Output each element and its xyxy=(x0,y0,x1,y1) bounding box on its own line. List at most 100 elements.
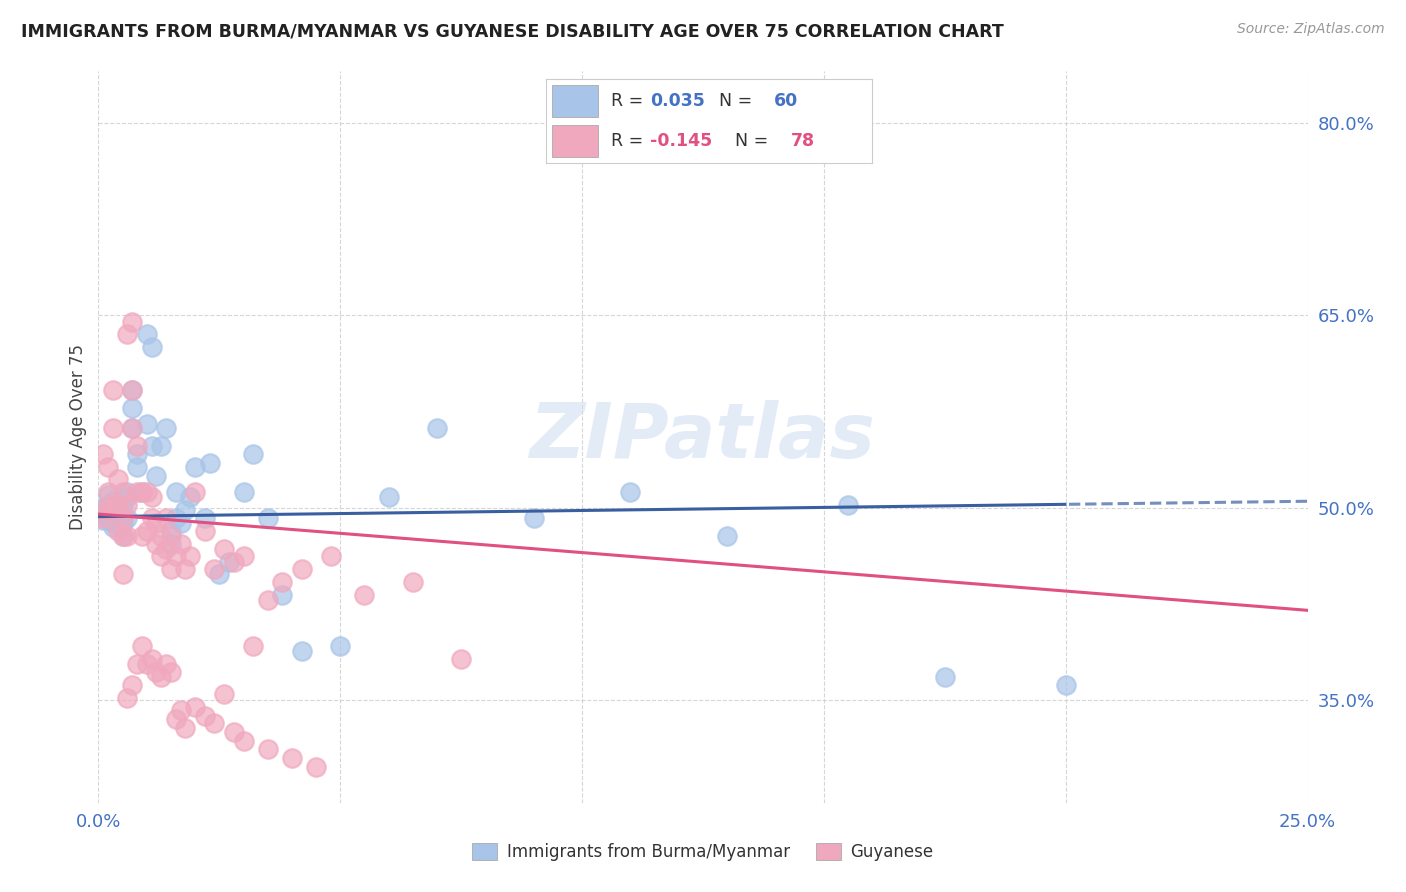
Point xyxy=(169,703,191,717)
Point xyxy=(107,498,129,512)
Point xyxy=(934,670,956,684)
Point xyxy=(155,541,177,556)
Point xyxy=(329,639,352,653)
Point xyxy=(121,678,143,692)
Point xyxy=(101,507,124,521)
Point xyxy=(204,716,226,731)
Point xyxy=(198,456,221,470)
Point xyxy=(179,491,201,505)
Point xyxy=(174,562,197,576)
Point xyxy=(101,520,124,534)
Point xyxy=(150,529,173,543)
Point xyxy=(127,485,149,500)
Point xyxy=(97,507,120,521)
Point xyxy=(97,514,120,528)
Point xyxy=(165,511,187,525)
Point xyxy=(135,524,157,538)
Point xyxy=(174,503,197,517)
Point xyxy=(271,575,294,590)
Point xyxy=(131,639,153,653)
Point xyxy=(91,511,114,525)
Point xyxy=(160,529,183,543)
Point xyxy=(135,417,157,432)
Point xyxy=(141,652,163,666)
Point xyxy=(121,383,143,397)
Point xyxy=(145,665,167,679)
Point xyxy=(194,511,217,525)
Point xyxy=(117,690,139,705)
Point xyxy=(155,657,177,672)
Point xyxy=(242,639,264,653)
Point xyxy=(281,751,304,765)
Point xyxy=(184,699,207,714)
Point xyxy=(1054,678,1077,692)
Point xyxy=(101,516,124,530)
Point xyxy=(290,562,312,576)
Point xyxy=(111,567,134,582)
Point xyxy=(145,468,167,483)
Point xyxy=(402,575,425,590)
Point xyxy=(107,524,129,538)
Point xyxy=(117,529,139,543)
Legend: Immigrants from Burma/Myanmar, Guyanese: Immigrants from Burma/Myanmar, Guyanese xyxy=(465,836,941,868)
Point xyxy=(523,511,546,525)
Point xyxy=(155,421,177,435)
Y-axis label: Disability Age Over 75: Disability Age Over 75 xyxy=(69,344,87,530)
Point xyxy=(165,549,187,564)
Point xyxy=(97,488,120,502)
Point xyxy=(256,511,278,525)
Point xyxy=(117,511,139,525)
Point xyxy=(121,383,143,397)
Point xyxy=(179,549,201,564)
Point xyxy=(107,472,129,486)
Point xyxy=(194,708,217,723)
Point xyxy=(101,498,124,512)
Point xyxy=(117,491,139,505)
Point xyxy=(353,588,375,602)
Point xyxy=(107,498,129,512)
Point xyxy=(319,549,342,564)
Point xyxy=(111,529,134,543)
Point xyxy=(131,529,153,543)
Point xyxy=(121,401,143,415)
Point xyxy=(426,421,449,435)
Point xyxy=(91,507,114,521)
Point xyxy=(91,503,114,517)
Point xyxy=(204,562,226,576)
Point xyxy=(232,549,254,564)
Point xyxy=(141,439,163,453)
Point xyxy=(121,421,143,435)
Point xyxy=(101,421,124,435)
Point xyxy=(290,644,312,658)
Point xyxy=(107,516,129,530)
Point xyxy=(127,657,149,672)
Point xyxy=(127,459,149,474)
Point xyxy=(127,447,149,461)
Point xyxy=(135,327,157,342)
Point xyxy=(256,593,278,607)
Point xyxy=(127,439,149,453)
Point xyxy=(91,500,114,515)
Point xyxy=(111,516,134,530)
Point xyxy=(145,516,167,530)
Point xyxy=(160,536,183,550)
Point xyxy=(111,498,134,512)
Point xyxy=(121,315,143,329)
Point xyxy=(160,524,183,538)
Point xyxy=(150,670,173,684)
Point xyxy=(131,485,153,500)
Point xyxy=(91,447,114,461)
Point xyxy=(184,459,207,474)
Text: ZIPatlas: ZIPatlas xyxy=(530,401,876,474)
Point xyxy=(101,383,124,397)
Point xyxy=(208,567,231,582)
Point xyxy=(111,529,134,543)
Point xyxy=(271,588,294,602)
Point xyxy=(174,722,197,736)
Point xyxy=(194,524,217,538)
Point xyxy=(155,511,177,525)
Point xyxy=(117,498,139,512)
Point xyxy=(160,665,183,679)
Point xyxy=(97,503,120,517)
Point xyxy=(97,500,120,515)
